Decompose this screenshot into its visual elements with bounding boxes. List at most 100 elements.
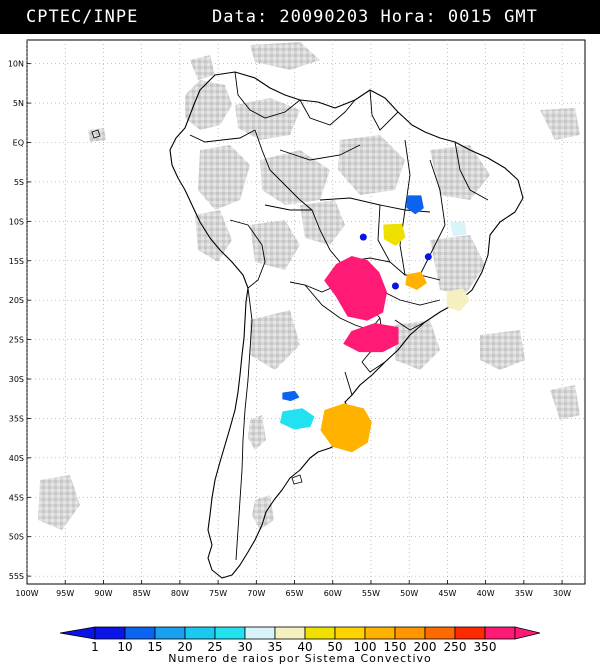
border-venezuela-brazil	[299, 99, 356, 126]
legend-svg: 1 10 15 20 25 30 35 40 50 100 150 200 250 350	[59, 626, 541, 654]
legend-value-label: 250	[444, 640, 467, 654]
legend-swatch	[94, 626, 126, 640]
cloud-patch-amazon-central	[260, 150, 330, 205]
legend-value-label: 35	[267, 640, 282, 654]
lon-tick-label: 60W	[324, 589, 342, 598]
legend-value-label: 10	[117, 640, 132, 654]
legend-value-label: 350	[474, 640, 497, 654]
border-brazil-states-2	[399, 139, 411, 276]
legend-title: Numero de raios por Sistema Convectivo	[168, 652, 432, 665]
lat-tick-label: 10S	[9, 217, 24, 226]
legend-swatch	[484, 626, 516, 640]
legend-swatch	[454, 626, 486, 640]
lon-tick-label: 90W	[94, 589, 112, 598]
border-peru-bolivia	[229, 219, 266, 289]
border-chile-argentina	[235, 287, 253, 561]
convective-system-parana-south	[343, 323, 399, 353]
cloud-patch-caribbean	[250, 42, 320, 70]
convective-system-bahia-cyan	[450, 221, 467, 237]
legend-value-label: 25	[207, 640, 222, 654]
lon-tick-label: 35W	[515, 589, 533, 598]
lon-tick-label: 95W	[56, 589, 74, 598]
cloud-patch-argentina-north	[250, 310, 300, 370]
falkland-islands	[291, 474, 303, 485]
lon-tick-label: 70W	[247, 589, 265, 598]
cloud-patch-pacific-north	[190, 55, 215, 80]
border-argentina-uruguay	[344, 371, 353, 396]
cloud-patch-patagonia	[252, 495, 274, 530]
legend-value-label: 1	[91, 640, 99, 654]
cloud-cover	[38, 42, 580, 530]
lon-tick-label: 65W	[285, 589, 303, 598]
lon-tick-label: 85W	[133, 589, 151, 598]
lat-tick-label: 20S	[9, 296, 24, 305]
legend-labels: 1 10 15 20 25 30 35 40 50 100 150 200 250 350	[91, 640, 496, 654]
lat-tick-label: EQ	[13, 138, 24, 147]
legend-value-label: 100	[354, 640, 377, 654]
legend-swatch	[124, 626, 156, 640]
cloud-patch-minas	[430, 235, 485, 295]
convective-system-goias-orange	[405, 271, 427, 290]
lat-tick-label: 30S	[9, 375, 24, 384]
legend-arrow-right	[514, 626, 541, 640]
agency-label: CPTEC/INPE	[26, 7, 139, 27]
cloud-patch-amazon-north	[235, 98, 300, 140]
longitude-labels: 100W 95W 90W 85W 80W 75W 70W 65W 60W 55W 50W 45W 40W…	[15, 580, 571, 598]
legend-swatch	[424, 626, 456, 640]
convective-system-bahia-blue	[406, 195, 424, 215]
small-convective-cell	[359, 233, 367, 241]
legend-value-label: 20	[177, 640, 192, 654]
cloud-patch-andes-peru	[195, 210, 232, 262]
cloud-patch-amazon-east	[338, 135, 405, 195]
lat-tick-label: 5S	[14, 178, 24, 187]
convective-system-minas-cream	[446, 288, 470, 312]
cloud-patch-atlantic-north	[540, 108, 580, 140]
cloud-patch-atlantic-south	[550, 385, 580, 420]
border-brazil-states-8	[394, 319, 426, 331]
legend-swatch	[184, 626, 216, 640]
legend: 1 10 15 20 25 30 35 40 50 100 150 200 250 350	[0, 620, 600, 670]
title-bar: CPTEC/INPE Data: 20090203 Hora: 0015 GMT	[0, 0, 600, 34]
legend-value-label: 200	[414, 640, 437, 654]
legend-swatch	[244, 626, 276, 640]
lon-tick-label: 80W	[171, 589, 189, 598]
border-brazil-states-3	[419, 159, 446, 276]
cloud-patch-bolivia	[250, 220, 300, 270]
lon-tick-label: 75W	[209, 589, 227, 598]
galapagos-islands	[91, 129, 101, 139]
map-panel: 10N 5N EQ 5S 10S 15S 20S 25S 30S 35S 40S 45S 50S 55S …	[0, 34, 600, 600]
border-colombia-peru	[189, 129, 256, 143]
legend-swatch	[334, 626, 366, 640]
lat-tick-label: 55S	[9, 572, 24, 581]
lon-tick-label: 30W	[553, 589, 571, 598]
legend-value-label: 15	[147, 640, 162, 654]
lat-tick-label: 10N	[8, 60, 24, 69]
lon-tick-label: 40W	[477, 589, 495, 598]
map-svg: 10N5NEQ5S10S15S20S25S30S35S40S45S50S55S …	[8, 39, 586, 598]
cloud-patch-atlantic	[480, 330, 525, 370]
border-brazil-states-4	[377, 204, 441, 281]
legend-value-label: 40	[297, 640, 312, 654]
small-convective-cell	[424, 253, 432, 261]
border-bolivia-paraguay	[289, 281, 339, 293]
legend-value-label: 150	[384, 640, 407, 654]
map-frame	[26, 39, 586, 585]
cloud-patch-northeast	[430, 145, 490, 200]
border-colombia-venezuela	[234, 71, 301, 119]
legend-swatch	[364, 626, 396, 640]
legend-value-label: 30	[237, 640, 252, 654]
latitude-labels: 10N 5N EQ 5S 10S 15S 20S 25S 30S 35S 40S 45S 50S 55S	[8, 60, 31, 581]
convective-system-argentina-east	[320, 403, 372, 453]
convective-system-argentina-west	[280, 408, 315, 430]
border-brazil-states-7	[454, 141, 489, 201]
border-brazil-states-6	[379, 289, 441, 306]
legend-swatch	[274, 626, 306, 640]
cloud-patch-pacific-south	[38, 475, 80, 530]
lat-tick-label: 5N	[13, 99, 24, 108]
lat-tick-label: 50S	[9, 533, 24, 542]
border-guianas	[369, 89, 399, 131]
cloud-patch-south-brazil	[395, 320, 440, 370]
cloud-patch-chile-central	[248, 415, 266, 450]
convective-system-central-brazil-large	[324, 256, 388, 321]
convective-system-argentina-small	[282, 390, 300, 402]
